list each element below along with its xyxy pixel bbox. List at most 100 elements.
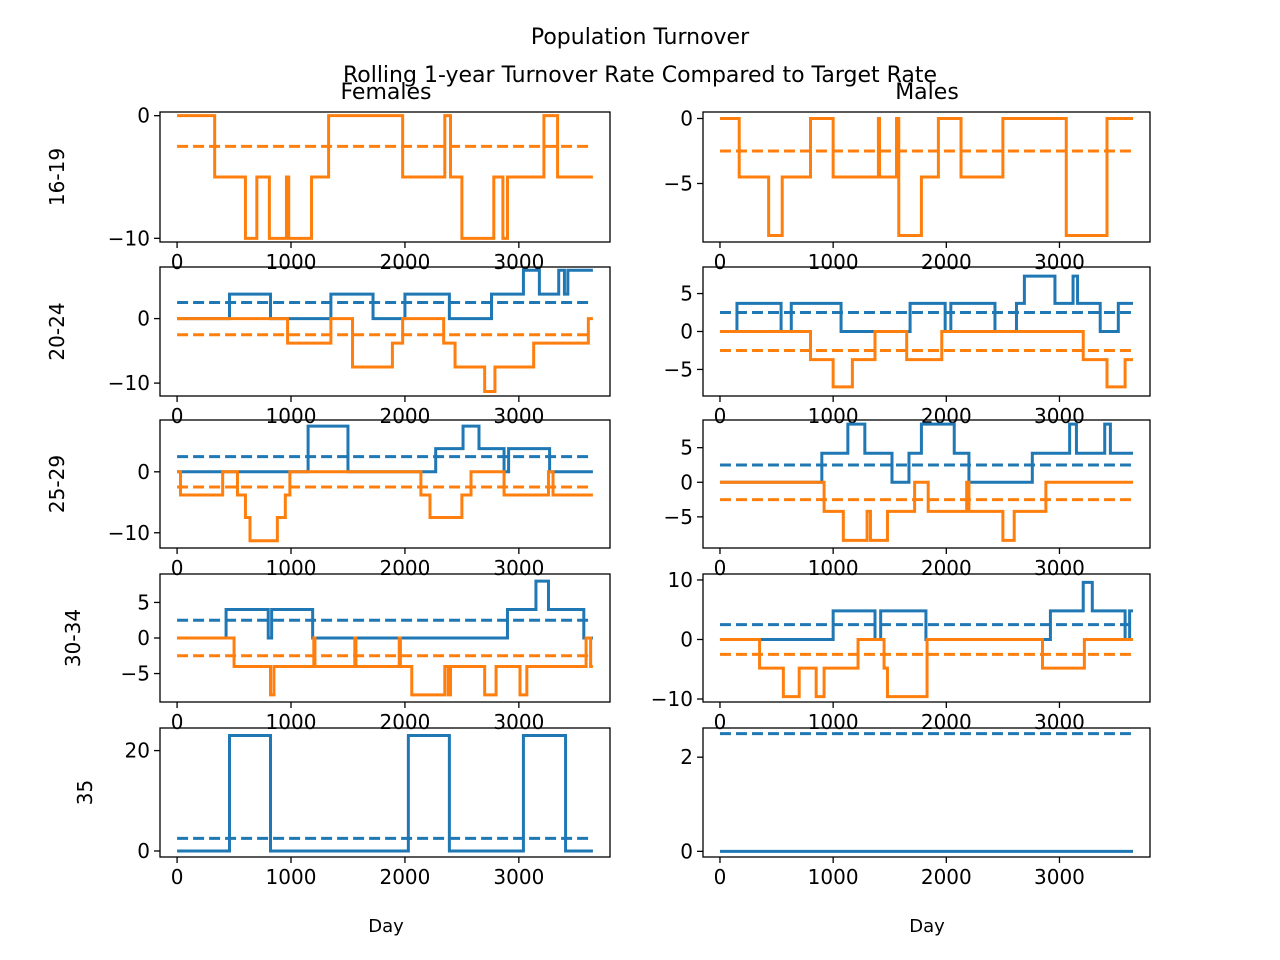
y-tick-label: −5 [664,172,693,196]
x-tick-label: 1000 [266,865,317,889]
y-tick-label: 0 [137,307,150,331]
row-label-25-29: 25-29 [45,455,69,513]
y-tick-label: 0 [680,107,693,131]
series-orange-solid-line [177,317,593,393]
y-tick-label: −5 [121,662,150,686]
x-tick-label: 1000 [808,710,859,734]
y-tick-label: −5 [664,357,693,381]
panel-f-20-24: 0 1000 2000 3000 −10 0 20-24 [45,266,611,428]
axes-frame [159,727,611,858]
x-tick-label: 0 [171,404,184,428]
x-tick-label: 1000 [266,250,317,274]
series-blue-solid-line [177,579,593,640]
series-blue-solid-line [177,424,593,474]
x-axis-label-females: Day [368,916,404,937]
x-tick-label: 2000 [921,250,972,274]
y-tick-label: −10 [108,371,150,395]
x-tick-label: 3000 [493,710,544,734]
axes-frame [702,111,1151,243]
x-tick-label: 0 [714,710,727,734]
x-tick-label: 0 [714,404,727,428]
axes-frame [702,727,1151,858]
x-tick-label: 1000 [808,556,859,580]
series-group [719,274,1134,389]
column-title-females: Females [340,80,431,105]
x-tick-label: 2000 [379,556,430,580]
series-orange-solid-line [719,480,1134,542]
panel-f-25-29: 0 1000 2000 3000 −10 0 25-29 [45,419,611,580]
x-tick-label: 2000 [379,710,430,734]
series-orange-solid-line [177,470,593,543]
x-tick-label: 3000 [493,556,544,580]
x-axis-label-males: Day [909,916,945,937]
x-tick-label: 3000 [1034,556,1085,580]
y-tick-label: 5 [680,436,693,460]
column-title-males: Males [895,80,959,105]
y-tick-label: 0 [680,320,693,344]
y-tick-label: 0 [137,460,150,484]
row-label-30-34: 30-34 [61,609,85,667]
x-tick-label: 2000 [921,556,972,580]
y-tick-label: −10 [108,226,150,250]
x-tick-label: 2000 [379,865,430,889]
y-tick-label: 5 [137,590,150,614]
series-group [177,579,593,697]
y-tick-label: 2 [680,745,693,769]
y-tick-label: 20 [125,739,150,763]
y-tick-label: −10 [651,687,693,711]
x-tick-label: 0 [714,250,727,274]
x-tick-label: 1000 [266,404,317,428]
x-tick-label: 3000 [1034,250,1085,274]
panel-f-30-34: 0 1000 2000 3000 −5 0 5 30-34 [61,573,611,734]
x-tick-label: 0 [171,556,184,580]
series-group [177,734,593,853]
row-label-35: 35 [73,780,97,805]
panel-m-30-34: 0 1000 2000 3000 −10 0 10 [651,568,1151,734]
y-tick-label: 0 [137,626,150,650]
panel-f-35: 0 1000 2000 3000 0 20 35 [73,727,611,889]
row-label-20-24: 20-24 [45,302,69,360]
y-tick-label: 0 [680,839,693,863]
series-blue-solid-line [719,422,1134,484]
x-tick-label: 0 [171,710,184,734]
y-tick-label: −10 [108,521,150,545]
y-tick-label: −5 [664,505,693,529]
x-tick-label: 2000 [379,404,430,428]
series-group [177,424,593,543]
x-tick-label: 2000 [379,250,430,274]
x-tick-label: 1000 [266,556,317,580]
x-tick-label: 1000 [266,710,317,734]
series-blue-solid-line [177,734,593,853]
series-group [719,580,1134,699]
x-tick-label: 2000 [921,865,972,889]
series-orange-solid-line [719,330,1134,389]
panel-m-35: 0 1000 2000 3000 0 2 [680,727,1151,889]
y-tick-label: 0 [680,627,693,651]
panel-m-25-29: 0 1000 2000 3000 −5 0 5 [664,419,1151,580]
x-tick-label: 1000 [808,865,859,889]
y-tick-label: 0 [137,104,150,128]
series-group [719,732,1134,853]
x-tick-label: 1000 [808,250,859,274]
y-tick-label: 0 [137,839,150,863]
axes-frame [159,111,611,243]
row-label-16-19: 16-19 [45,148,69,206]
x-tick-label: 0 [714,556,727,580]
axes-frame [159,419,611,549]
y-tick-label: 5 [680,282,693,306]
axes-frame [702,573,1151,703]
series-orange-solid-line [177,636,593,697]
x-tick-label: 3000 [493,404,544,428]
x-tick-label: 3000 [493,865,544,889]
axes-frame [702,419,1151,549]
x-tick-label: 3000 [1034,865,1085,889]
figure-subtitle: Rolling 1-year Turnover Rate Compared to… [343,63,937,88]
series-group [719,117,1134,237]
figure-title: Population Turnover [531,25,750,50]
y-tick-label: 0 [680,470,693,494]
x-tick-label: 2000 [921,710,972,734]
x-tick-label: 0 [171,250,184,274]
